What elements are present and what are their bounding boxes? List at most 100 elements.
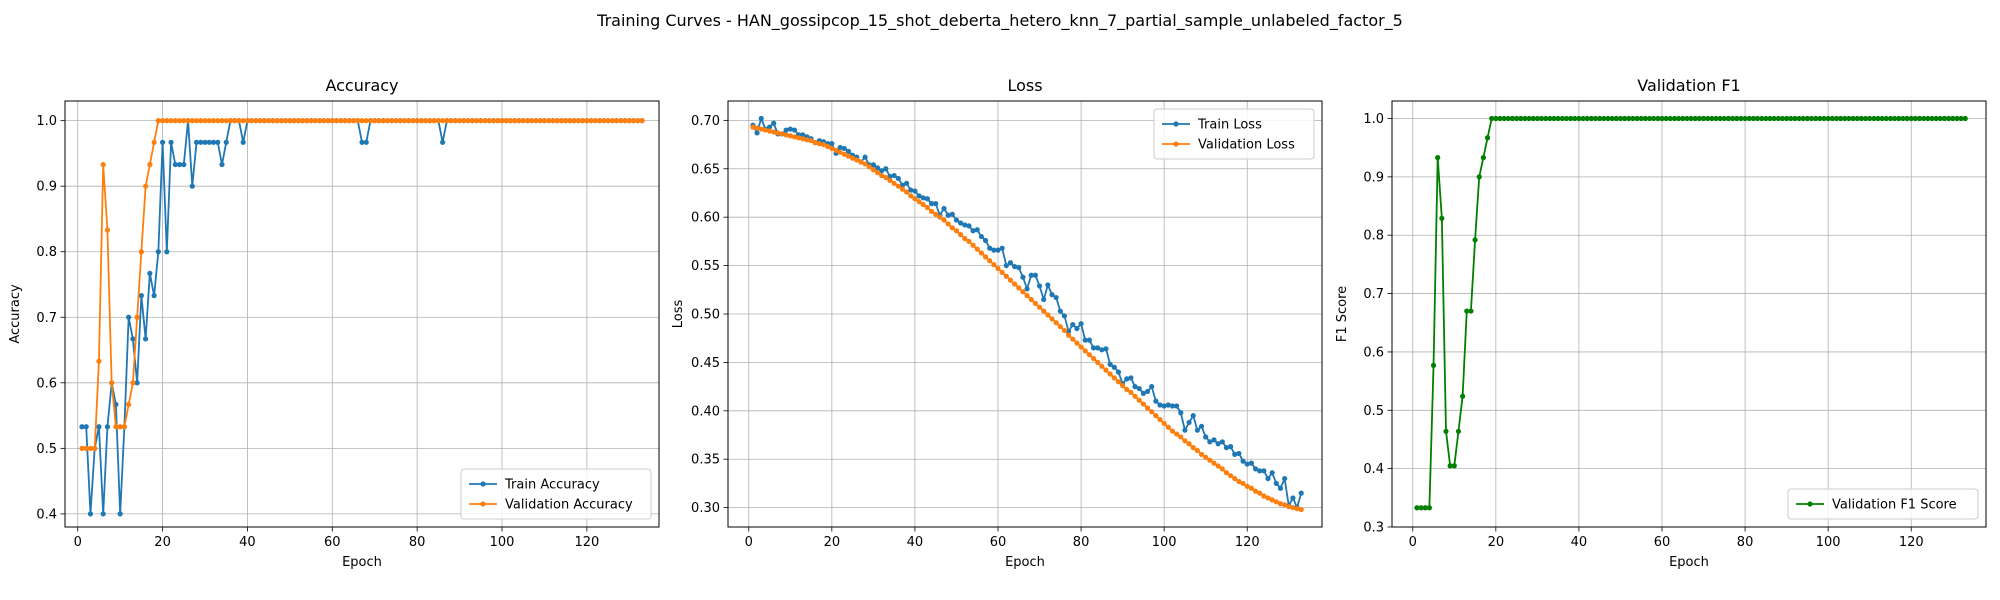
data-point (1638, 115, 1644, 122)
data-point (862, 161, 868, 167)
data-point (1219, 439, 1225, 445)
data-point (895, 175, 901, 182)
data-point (452, 118, 458, 124)
data-point (1169, 403, 1176, 409)
data-point (588, 118, 594, 124)
data-point (159, 118, 166, 124)
data-point (1207, 439, 1213, 445)
data-point (1165, 402, 1171, 408)
data-point (1228, 444, 1234, 450)
data-point (1572, 115, 1578, 122)
data-point (1854, 115, 1860, 122)
data-point (1800, 115, 1806, 122)
data-point (1057, 323, 1063, 330)
data-point (563, 118, 569, 124)
data-point (1700, 115, 1707, 122)
data-point (270, 118, 276, 124)
validation-f1-panel: 0 20 40 60 80 100 120 0.3 0.4 0.5 0.6 0.7 0.8 0.9 1.0 V… (1335, 76, 1987, 570)
legend-marker (480, 481, 486, 487)
validation-f1-title: Validation F1 (1637, 76, 1740, 95)
data-point (1580, 115, 1586, 122)
data-point (758, 115, 764, 122)
data-point (1709, 115, 1715, 122)
data-point (1950, 115, 1956, 122)
y-tick-label: 0.9 (36, 180, 57, 195)
data-point (1070, 322, 1076, 328)
data-point (300, 118, 306, 124)
data-point (1929, 115, 1935, 122)
data-point (240, 118, 246, 124)
loss-panel: 0 20 40 60 80 100 120 0.30 0.35 0.40 0.45 0.50 0.55 0… (671, 76, 1323, 570)
legend-label: Train Accuracy (504, 478, 600, 493)
data-point (1186, 441, 1192, 447)
data-point (1867, 115, 1873, 122)
y-tick-label: 0.7 (36, 311, 57, 326)
data-point (295, 118, 301, 124)
data-point (363, 139, 369, 145)
data-point (1203, 434, 1209, 440)
data-point (189, 118, 195, 124)
data-point (966, 238, 972, 244)
data-point (1036, 304, 1043, 310)
data-point (1120, 383, 1126, 389)
data-point (1232, 475, 1238, 482)
data-point (1082, 348, 1088, 354)
data-point (1509, 115, 1516, 122)
data-point (193, 139, 200, 145)
data-point (520, 118, 526, 124)
data-point (130, 380, 136, 386)
data-point (974, 246, 980, 252)
data-point (841, 145, 847, 152)
data-point (113, 424, 119, 430)
data-point (808, 138, 814, 144)
data-point (1688, 115, 1694, 122)
data-point (1850, 115, 1856, 122)
data-point (1153, 398, 1159, 404)
x-tick-label: 120 (1235, 535, 1260, 550)
y-axis-label: F1 Score (1335, 286, 1350, 342)
data-point (1775, 115, 1781, 122)
data-point (1257, 490, 1263, 496)
x-tick-label: 120 (574, 535, 599, 550)
data-point (1933, 115, 1939, 122)
y-tick-label: 1.0 (36, 114, 57, 129)
data-point (401, 118, 408, 124)
data-point (1435, 155, 1441, 161)
data-point (423, 118, 429, 124)
data-point (1871, 115, 1877, 122)
data-point (845, 153, 852, 159)
data-point (367, 118, 374, 124)
data-point (151, 293, 157, 299)
data-point (800, 136, 806, 142)
data-point (1057, 308, 1063, 314)
data-point (384, 118, 391, 124)
data-point (406, 118, 412, 124)
data-point (325, 118, 331, 124)
data-point (796, 135, 802, 141)
data-point (495, 118, 501, 124)
data-point (841, 151, 847, 157)
data-point (350, 118, 357, 124)
data-point (870, 167, 876, 173)
data-point (622, 118, 628, 124)
data-point (1036, 283, 1043, 289)
data-point (912, 196, 918, 202)
data-point (312, 118, 318, 124)
data-point (159, 139, 166, 145)
data-point (1501, 115, 1507, 122)
data-point (837, 144, 843, 151)
data-point (1725, 115, 1732, 122)
data-point (219, 118, 225, 124)
data-point (1489, 115, 1495, 122)
data-point (1705, 115, 1711, 122)
data-point (134, 380, 140, 386)
data-point (164, 118, 170, 124)
data-point (1651, 115, 1657, 122)
data-point (155, 118, 161, 124)
data-point (1451, 463, 1457, 469)
data-point (1667, 115, 1673, 122)
data-point (1763, 115, 1769, 122)
data-point (1219, 466, 1225, 472)
data-point (380, 118, 386, 124)
data-point (1563, 115, 1570, 122)
